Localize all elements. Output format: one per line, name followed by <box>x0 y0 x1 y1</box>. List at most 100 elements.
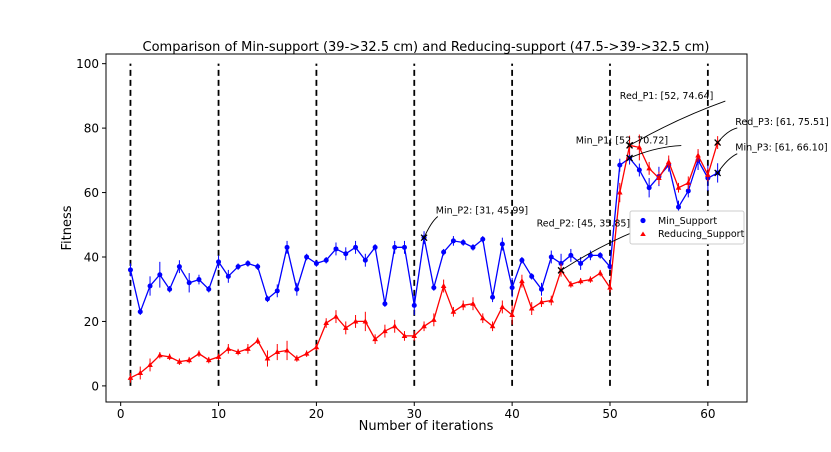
data-point-min-support <box>274 288 280 294</box>
x-tick-label: 20 <box>309 407 324 421</box>
data-point-min-support <box>646 185 652 191</box>
legend-marker-min-support <box>640 217 646 224</box>
data-point-min-support <box>587 252 593 258</box>
data-point-reducing-support <box>342 324 349 330</box>
data-point-min-support <box>480 236 486 242</box>
data-point-reducing-support <box>705 171 711 177</box>
y-axis-label: Fitness <box>60 205 75 250</box>
data-point-min-support <box>470 244 476 250</box>
data-point-reducing-support <box>382 328 388 334</box>
data-point-reducing-support <box>157 352 163 358</box>
data-point-reducing-support <box>215 353 222 359</box>
data-point-min-support <box>147 283 153 289</box>
annotation-arrow <box>423 216 439 238</box>
data-point-min-support <box>519 257 525 263</box>
data-point-reducing-support <box>656 175 662 181</box>
y-tick-label: 80 <box>84 122 99 136</box>
data-point-min-support <box>597 252 603 258</box>
data-point-reducing-support <box>519 278 525 284</box>
data-point-min-support <box>167 286 173 292</box>
data-point-min-support <box>460 240 466 245</box>
y-tick-label: 0 <box>91 379 99 393</box>
data-point-reducing-support <box>538 299 545 305</box>
annotation-label: Min_P2: [31, 45.99] <box>436 206 528 217</box>
annotations-group: Min_P1: [52, 70.72] Red_P1: [52, 74.64] Mi… <box>420 91 829 274</box>
data-point-reducing-support <box>421 323 427 329</box>
data-point-min-support <box>529 273 535 279</box>
data-point-min-support <box>323 257 329 263</box>
data-point-reducing-support <box>411 332 418 338</box>
data-point-reducing-support <box>137 370 144 375</box>
data-point-min-support <box>617 162 623 168</box>
data-point-min-support <box>343 251 349 257</box>
annotation-x-marker <box>626 154 634 162</box>
data-point-min-support <box>401 244 407 250</box>
annotation-arrow <box>629 100 726 146</box>
data-point-reducing-support <box>616 189 623 195</box>
annotation-label: Min_P1: [52, 70.72] <box>576 136 668 147</box>
data-point-reducing-support <box>362 318 369 324</box>
data-point-reducing-support <box>440 283 447 288</box>
plot-frame <box>105 53 748 403</box>
x-tick-label: 40 <box>504 407 519 421</box>
data-point-reducing-support <box>489 323 496 329</box>
data-point-reducing-support <box>245 345 251 351</box>
data-point-reducing-support <box>274 349 281 355</box>
annotation-label: Red_P2: [45, 35.85] <box>537 218 631 229</box>
data-point-min-support <box>216 259 222 265</box>
data-point-reducing-support <box>597 270 604 276</box>
legend: Min_Support Reducing_Support <box>629 210 745 245</box>
data-point-min-support <box>558 260 564 266</box>
data-point-min-support <box>441 249 447 255</box>
data-point-reducing-support <box>225 345 232 351</box>
y-tick-label: 100 <box>76 57 99 71</box>
data-point-min-support <box>137 309 143 315</box>
data-point-min-support <box>186 280 192 286</box>
data-point-reducing-support <box>675 184 682 190</box>
x-tick-label: 10 <box>211 407 226 421</box>
data-point-reducing-support <box>166 353 173 359</box>
data-point-reducing-support <box>636 144 643 150</box>
data-point-reducing-support <box>147 361 153 367</box>
annotation-label: Min_P3: [61, 66.10] <box>735 143 827 154</box>
data-point-min-support <box>431 285 437 291</box>
data-point-min-support <box>636 167 642 173</box>
data-point-reducing-support <box>294 355 300 361</box>
data-point-min-support <box>578 260 584 266</box>
data-point-min-support <box>685 188 691 194</box>
annotation-label: Red_P3: [61, 75.51] <box>735 117 829 128</box>
data-point-reducing-support <box>587 276 594 282</box>
data-point-reducing-support <box>372 336 378 342</box>
legend-box <box>629 210 745 245</box>
data-point-min-support <box>304 254 310 260</box>
data-point-min-support <box>245 260 251 266</box>
data-point-min-support <box>607 264 613 270</box>
data-point-min-support <box>313 260 319 266</box>
annotation-label: Red_P1: [52, 74.64] <box>620 91 714 102</box>
data-point-min-support <box>206 286 212 292</box>
data-point-min-support <box>196 277 202 283</box>
data-point-reducing-support <box>127 374 134 380</box>
data-point-reducing-support <box>205 357 212 363</box>
data-point-min-support <box>362 257 368 263</box>
annotation-x-marker <box>626 141 634 149</box>
x-axis-label: Number of iterations <box>359 419 494 434</box>
data-point-reducing-support <box>235 349 241 355</box>
data-point-reducing-support <box>352 318 359 324</box>
data-point-min-support <box>548 254 554 260</box>
data-point-reducing-support <box>646 165 652 171</box>
data-point-reducing-support <box>499 303 506 309</box>
data-point-reducing-support <box>196 350 202 356</box>
series-group <box>127 134 721 383</box>
y-tick-label: 60 <box>84 186 99 200</box>
data-point-reducing-support <box>548 297 555 303</box>
data-point-min-support <box>382 301 388 307</box>
data-point-min-support <box>176 264 182 270</box>
data-point-reducing-support <box>313 344 320 350</box>
data-point-min-support <box>294 286 300 292</box>
legend-label-reducing-support: Reducing_Support <box>658 229 745 240</box>
data-point-min-support <box>127 267 133 273</box>
data-point-min-support <box>490 294 496 300</box>
data-point-min-support <box>372 244 378 250</box>
data-point-min-support <box>509 285 515 291</box>
